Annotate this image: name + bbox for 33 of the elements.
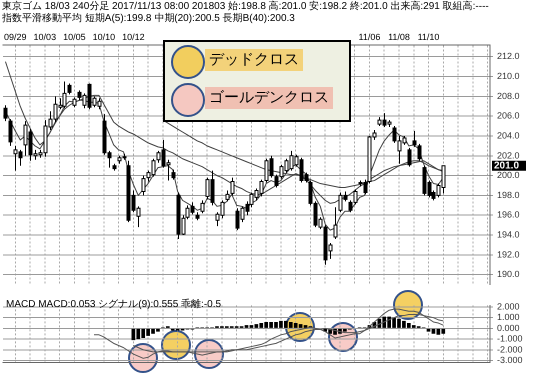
y-tick-label: -3.000 [497,354,523,365]
chart-subtitle: 指数平滑移動平均 短期A(5):199.8 中期(20):200.5 長期B(40):200.3 [2,13,295,25]
text: 201.0 [494,160,520,172]
y-tick-label: -2.000 [497,344,523,354]
y-tick-label: -1.000 [497,334,523,344]
x-tick-label: 11/06 [358,32,380,42]
y-tick-label: 204.0 [497,130,520,140]
y-tick-label: 0.000 [497,322,520,333]
note-box: デッドクロス ゴールデンクロス [163,40,351,122]
annotation: ゴールデンクロス [205,87,333,109]
y-tick-label: 208.0 [497,90,520,101]
x-tick-label: 11/08 [388,32,410,42]
x-tick-label: 09/29 [4,32,27,42]
x-tick-label: 10/03 [34,32,56,42]
x-tick-label: 10/10 [92,32,116,42]
y-tick-label: 206.0 [497,110,520,121]
annotation: デッドクロス [205,49,303,71]
x-tick-label: 10/05 [63,32,86,42]
y-tick-label: 198.0 [497,190,520,200]
y-tick-label: 200.0 [497,170,520,180]
y-tick-label: 190.0 [497,269,520,280]
x-tick-label: 10/12 [122,32,145,42]
y-tick-label: 210.0 [497,70,520,81]
y-tick-label: 192.0 [497,249,520,260]
y-tick-label: 202.0 [497,150,520,160]
y-tick-label: 194.0 [497,230,520,240]
chart-title: MACD MACD:0.053 シグナル(9):0.555 乖離:-0.5 [6,299,222,311]
y-tick-label: 212.0 [497,51,520,62]
chart-title: 東京ゴム 18/03 240分足 2017/11/13 08:00 201803 始:198.8 高:201.0 安:198.2 終:201.0 出来高:291 取組高:---- [2,1,489,12]
y-tick-label: 2.000 [497,301,520,312]
x-tick-label: 11/10 [418,32,440,42]
y-tick-label: 1.000 [497,312,520,322]
y-tick-label: 196.0 [497,210,520,220]
